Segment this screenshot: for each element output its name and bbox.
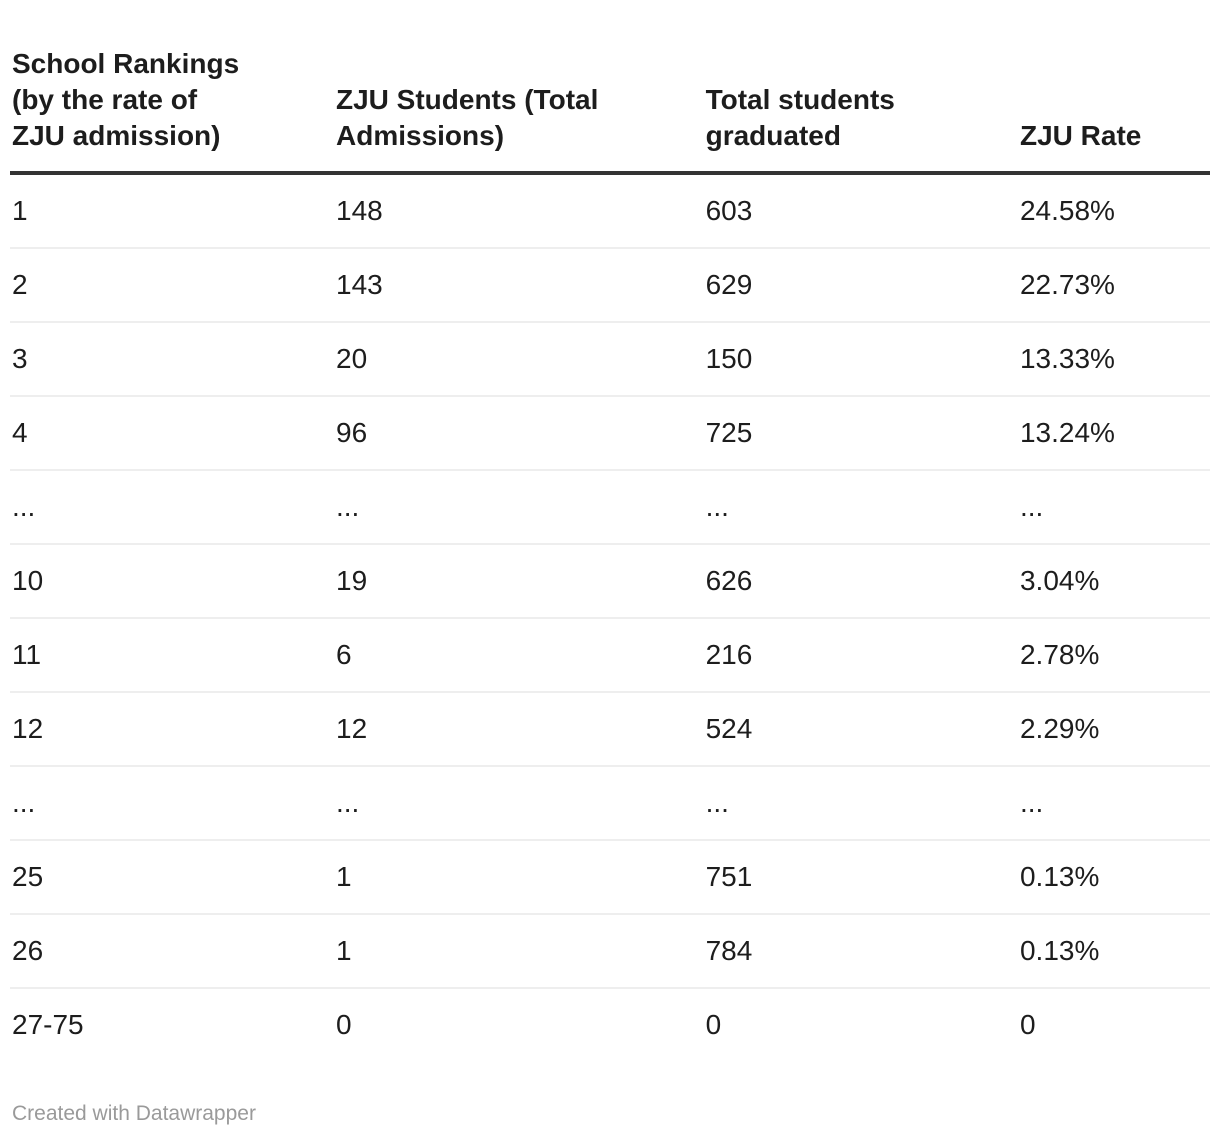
table-row: 27-75 0 0 0	[10, 988, 1210, 1061]
column-header-total-graduated: Total students graduated	[703, 0, 1018, 175]
table-cell: 2	[10, 248, 334, 323]
table-cell: 11	[10, 618, 334, 693]
table-cell: 0	[336, 1009, 352, 1040]
column-header-zju-students: ZJU Students (Total Admissions)	[334, 0, 704, 175]
table-cell: ...	[703, 766, 1018, 841]
attribution: Created with Datawrapper	[12, 1101, 1210, 1127]
table-cell: 0.13%	[1017, 840, 1210, 915]
table-row: 10 19 626 3.04%	[10, 544, 1210, 619]
table-cell: 2.29%	[1017, 692, 1210, 767]
datawrapper-attribution-link[interactable]: Created with Datawrapper	[12, 1102, 256, 1125]
table-cell: 626	[703, 544, 1018, 619]
table-cell: 24.58%	[1017, 173, 1210, 249]
table-header-row: School Rankings (by the rate of ZJU admi…	[10, 0, 1210, 175]
table-cell: 150	[703, 322, 1018, 397]
table-cell: ...	[1017, 470, 1210, 545]
table-cell: 1	[334, 914, 704, 989]
table-cell: 1	[10, 173, 334, 249]
table-cell: 2.78%	[1017, 618, 1210, 693]
table-row: ............	[10, 766, 1210, 841]
table-cell: 27-75	[12, 1009, 84, 1040]
table-cell: 603	[703, 173, 1018, 249]
table-cell: ...	[10, 766, 334, 841]
table-cell: 3	[10, 322, 334, 397]
table-cell: 784	[703, 914, 1018, 989]
table-cell: 26	[10, 914, 334, 989]
table-row: 12 12 524 2.29%	[10, 692, 1210, 767]
table-row: 1 148 603 24.58%	[10, 173, 1210, 249]
table-row: 2 143 629 22.73%	[10, 248, 1210, 323]
table-cell: 148	[334, 173, 704, 249]
column-header-zju-rate: ZJU Rate	[1017, 0, 1210, 175]
table-cell: 0.13%	[1017, 914, 1210, 989]
table-row: ............	[10, 470, 1210, 545]
table-cell: 10	[10, 544, 334, 619]
table-row: 26 1 784 0.13%	[10, 914, 1210, 989]
table-cell: 12	[334, 692, 704, 767]
table-cell: 4	[10, 396, 334, 471]
table-row: 3 20 150 13.33%	[10, 322, 1210, 397]
table-cell: 3.04%	[1017, 544, 1210, 619]
table-cell: 6	[334, 618, 704, 693]
table-cell: 13.33%	[1017, 322, 1210, 397]
table-cell: 143	[334, 248, 704, 323]
table-cell: 751	[703, 840, 1018, 915]
table-row: 11 6 216 2.78%	[10, 618, 1210, 693]
table-cell: 20	[334, 322, 704, 397]
table-header: School Rankings (by the rate of ZJU admi…	[10, 0, 1210, 175]
table-cell: 13.24%	[1017, 396, 1210, 471]
table-row: 25 1 751 0.13%	[10, 840, 1210, 915]
table-cell: 25	[10, 840, 334, 915]
table-cell: 629	[703, 248, 1018, 323]
column-header-school-rankings: School Rankings (by the rate of ZJU admi…	[10, 0, 334, 175]
table-cell: 216	[703, 618, 1018, 693]
table-cell: ...	[10, 470, 334, 545]
table-cell: 1	[334, 840, 704, 915]
table-row: 4 96 725 13.24%	[10, 396, 1210, 471]
table-body: 1 148 603 24.58% 2 143 629 22.73% 3 20 150 13.33% 4 9…	[10, 173, 1210, 1061]
table-cell: 22.73%	[1017, 248, 1210, 323]
table-cell: 524	[703, 692, 1018, 767]
table-cell: 19	[334, 544, 704, 619]
table-cell: 96	[334, 396, 704, 471]
table-cell: ...	[334, 470, 704, 545]
table-cell: ...	[1017, 766, 1210, 841]
table-cell: 0	[1019, 1009, 1036, 1040]
table-cell: 725	[703, 396, 1018, 471]
table-cell: ...	[703, 470, 1018, 545]
rankings-table: School Rankings (by the rate of ZJU admi…	[10, 0, 1210, 1061]
table-cell: ...	[334, 766, 704, 841]
table-cell: 12	[10, 692, 334, 767]
table-cell: 0	[705, 1009, 722, 1040]
